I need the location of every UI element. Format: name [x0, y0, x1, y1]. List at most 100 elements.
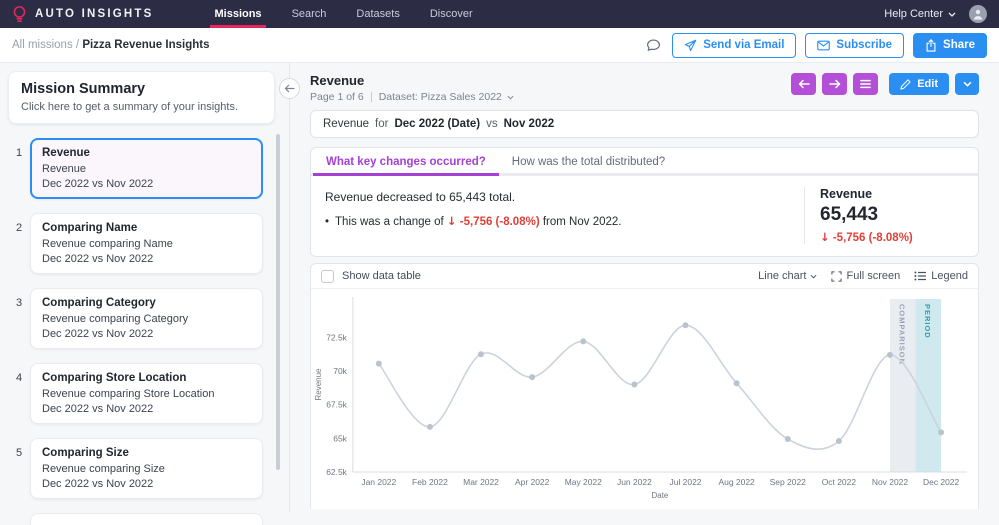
breadcrumb-parent[interactable]: All missions /: [12, 39, 80, 51]
fullscreen-icon: [831, 270, 843, 282]
mission-item-title: Comparing Name: [42, 222, 138, 234]
mission-item-number: 2: [15, 222, 23, 234]
mission-item-number: 5: [15, 447, 23, 459]
comment-button[interactable]: [644, 36, 663, 55]
dataset-selector[interactable]: Dataset: Pizza Sales 2022: [379, 91, 514, 103]
data-point-may-2022[interactable]: [580, 338, 587, 345]
x-tick-label: Aug 2022: [719, 477, 755, 487]
breadcrumb: All missions / Pizza Revenue Insights: [12, 39, 210, 51]
y-tick-label: 62.5k: [326, 467, 347, 477]
mission-summary-card[interactable]: Mission Summary Click here to get a summ…: [8, 71, 275, 124]
bullet-glyph: •: [325, 216, 330, 228]
share-button[interactable]: Share: [913, 32, 987, 58]
lightbulb-logo-icon: [13, 6, 26, 23]
insight-card: What key changes occurred? How was the t…: [310, 147, 979, 257]
show-data-table-checkbox[interactable]: [321, 269, 334, 283]
mission-item-card[interactable]: Comparing Size Revenue comparing Size De…: [30, 438, 263, 499]
mission-item-dates: Dec 2022 vs Nov 2022: [42, 402, 154, 415]
data-point-feb-2022[interactable]: [426, 423, 433, 430]
mission-item-card[interactable]: Comparing Store Location Revenue compari…: [30, 363, 263, 424]
mission-item-number: 1: [15, 147, 23, 159]
avatar[interactable]: [969, 5, 987, 23]
band-label-comparison: COMPARISON: [897, 304, 906, 365]
chart-band-comparison: [889, 299, 916, 472]
filter-metric: Revenue: [323, 118, 370, 130]
share-icon: [926, 38, 936, 52]
x-tick-label: Jan 2022: [361, 477, 396, 487]
mission-item-card[interactable]: Comparing Category Revenue comparing Cat…: [30, 288, 263, 349]
chart-type-selector[interactable]: Line chart: [758, 270, 817, 282]
nav-item[interactable]: Datasets: [356, 8, 400, 20]
data-point-jun-2022[interactable]: [631, 381, 638, 388]
data-point-nov-2022[interactable]: [886, 351, 893, 358]
down-arrow-icon: ↓: [446, 214, 457, 228]
person-icon: [973, 9, 983, 20]
menu-icon: [860, 79, 872, 89]
mission-item-title: Revenue: [42, 147, 90, 159]
mission-item-dates: Dec 2022 vs Nov 2022: [42, 177, 154, 190]
previous-page-button[interactable]: [791, 73, 817, 95]
filter-for-word: for: [375, 118, 389, 130]
nav-item[interactable]: Missions: [199, 0, 276, 28]
chevron-down-icon: [948, 12, 956, 17]
send-via-email-button[interactable]: Send via Email: [672, 32, 797, 58]
tab[interactable]: What key changes occurred?: [313, 148, 499, 176]
chart-controls-row: Show data table Line chart Full screen: [311, 264, 978, 289]
main-content: Revenue Page 1 of 6 Dataset: Pizza Sales…: [290, 63, 999, 512]
y-tick-label: 65k: [333, 433, 347, 443]
mission-item-card[interactable]: Comparing Name Revenue comparing Name De…: [30, 213, 263, 274]
page-list-button[interactable]: [853, 73, 879, 95]
brand[interactable]: AUTO INSIGHTS: [12, 5, 153, 23]
x-tick-label: Jul 2022: [670, 477, 702, 487]
next-page-button[interactable]: [822, 73, 848, 95]
edit-dropdown-button[interactable]: [955, 73, 979, 95]
chevron-down-icon: [963, 81, 971, 87]
mission-item-subtitle: Revenue comparing Store Location: [42, 388, 215, 400]
legend-toggle[interactable]: Legend: [914, 270, 968, 282]
brand-name: AUTO INSIGHTS: [35, 8, 154, 20]
mission-item-dates: Dec 2022 vs Nov 2022: [42, 327, 154, 340]
revenue-series-line: [378, 324, 942, 450]
arrow-left-icon: [798, 79, 810, 89]
mission-summary-title: Mission Summary: [21, 81, 146, 97]
sidebar-collapse-button[interactable]: [279, 78, 300, 99]
insight-filter-bar[interactable]: Revenue for Dec 2022 (Date) vs Nov 2022: [310, 110, 979, 138]
data-point-dec-2022[interactable]: [938, 429, 945, 436]
insight-tabs: What key changes occurred? How was the t…: [311, 148, 978, 176]
data-point-sep-2022[interactable]: [784, 436, 791, 442]
tab[interactable]: How was the total distributed?: [511, 156, 666, 168]
full-screen-button[interactable]: Full screen: [831, 270, 900, 282]
x-tick-label: Feb 2022: [412, 477, 448, 487]
filter-comparison: Nov 2022: [503, 118, 555, 130]
mission-item-number: 3: [15, 297, 23, 309]
insight-header: Revenue Page 1 of 6 Dataset: Pizza Sales…: [310, 73, 979, 103]
x-tick-label: May 2022: [565, 477, 602, 487]
kpi-value: 65,443: [820, 204, 879, 225]
mission-item-title: Comparing Category: [42, 297, 156, 309]
x-tick-label: Nov 2022: [872, 477, 908, 487]
data-point-mar-2022[interactable]: [477, 351, 484, 358]
list-item: 4 Comparing Store Location Revenue compa…: [8, 363, 289, 424]
help-center-menu[interactable]: Help Center: [884, 8, 956, 20]
data-point-jan-2022[interactable]: [375, 360, 382, 367]
sidebar-scrollbar[interactable]: [276, 134, 280, 470]
data-point-oct-2022[interactable]: [835, 438, 842, 444]
nav-item[interactable]: Search: [291, 8, 327, 20]
kpi-change: ↓ -5,756 (-8.08%): [820, 230, 913, 244]
arrow-right-icon: [828, 79, 840, 89]
data-point-apr-2022[interactable]: [529, 374, 536, 381]
edit-button[interactable]: Edit: [889, 73, 949, 95]
mission-item-card-partial[interactable]: [30, 513, 263, 525]
y-axis-title: Revenue: [314, 368, 323, 401]
list-item: 2 Comparing Name Revenue comparing Name …: [8, 213, 289, 274]
nav-item[interactable]: Discover: [429, 8, 473, 20]
band-label-period: PERIOD: [923, 304, 932, 339]
x-tick-label: Jun 2022: [617, 477, 652, 487]
mission-item-title: Comparing Store Location: [42, 372, 187, 384]
data-point-aug-2022[interactable]: [733, 380, 740, 387]
mission-item-title: Comparing Size: [42, 447, 129, 459]
list-item: 1 Revenue Revenue Dec 2022 vs Nov 2022: [8, 138, 289, 199]
data-point-jul-2022[interactable]: [682, 322, 689, 329]
subscribe-button[interactable]: Subscribe: [805, 32, 905, 58]
mission-item-card[interactable]: Revenue Revenue Dec 2022 vs Nov 2022: [30, 138, 263, 199]
